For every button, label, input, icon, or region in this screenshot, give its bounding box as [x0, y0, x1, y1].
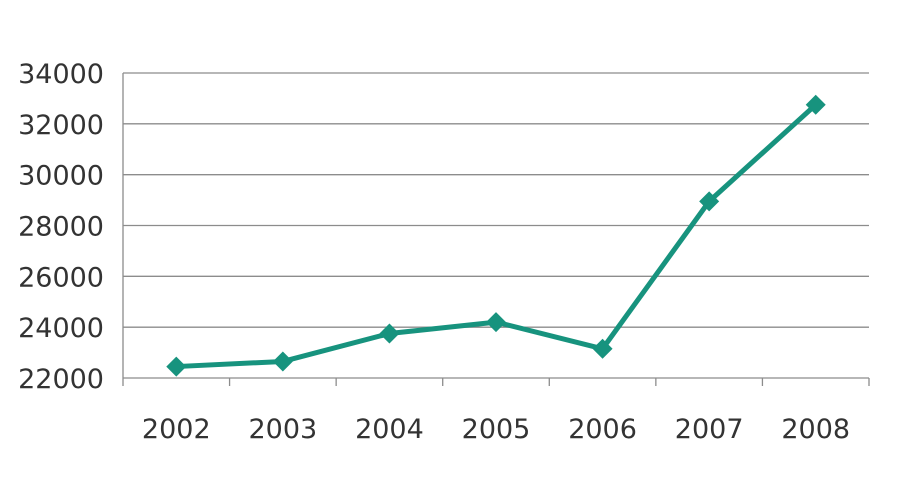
- data-point-marker: [379, 323, 400, 344]
- y-tick-label: 30000: [18, 161, 104, 192]
- x-tick-label: 2007: [675, 414, 744, 445]
- x-tick-labels: 2002 2003 2004 2005 2006 2007 2008: [142, 414, 850, 445]
- x-tick-label: 2008: [781, 414, 850, 445]
- data-point-marker: [486, 312, 506, 333]
- data-point-marker: [805, 94, 826, 115]
- x-tick-label: 2006: [568, 414, 637, 445]
- y-tick-label: 24000: [18, 313, 104, 344]
- data-point-marker: [272, 351, 293, 372]
- x-tick-label: 2003: [248, 414, 317, 445]
- x-tick-label: 2004: [355, 414, 424, 445]
- y-tick-label: 34000: [18, 59, 104, 90]
- data-point-marker: [592, 338, 613, 359]
- y-tick-label: 32000: [18, 110, 104, 141]
- y-tick-label: 26000: [18, 262, 104, 293]
- series: [166, 94, 826, 377]
- data-point-marker: [699, 191, 720, 212]
- x-tick-label: 2002: [142, 414, 211, 445]
- y-tick-labels: 22000 24000 26000 28000 30000 32000 34000: [18, 59, 104, 395]
- data-point-marker: [166, 356, 187, 377]
- x-tick-label: 2005: [462, 414, 531, 445]
- y-tick-label: 28000: [18, 212, 104, 243]
- gridlines: [123, 72, 869, 328]
- y-tick-label: 22000: [18, 364, 104, 395]
- axes: [122, 73, 870, 386]
